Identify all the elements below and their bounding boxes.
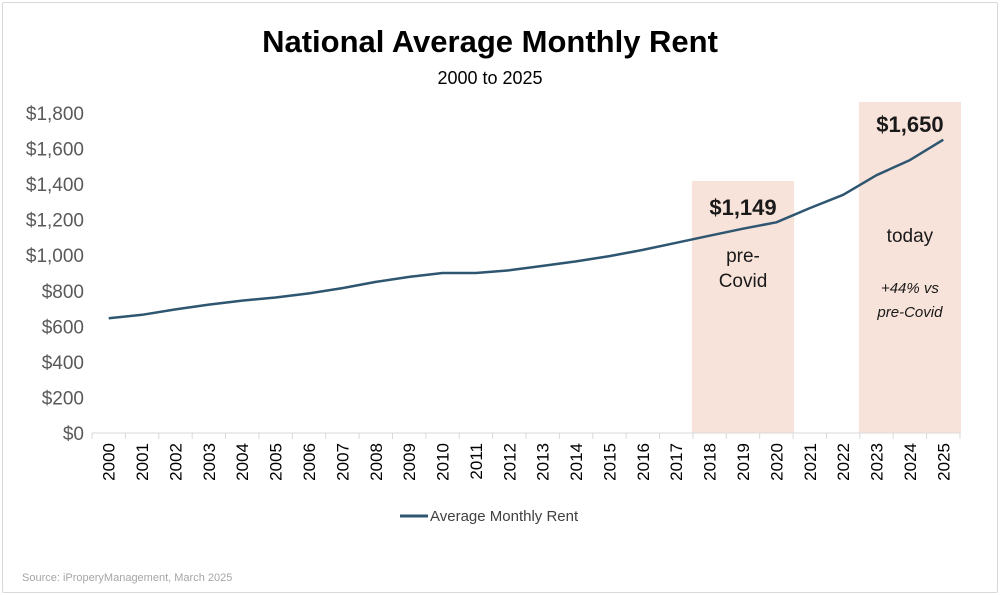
callout-value-today: $1,650: [876, 112, 943, 137]
chart-title: National Average Monthly Rent: [262, 24, 718, 59]
callout-label-pre-covid-line1: pre-: [726, 246, 760, 267]
x-axis: 2000 2001 2002 2003 2004 2005 2006 2007 2008 2009…: [91, 432, 961, 481]
x-tick-label: 2001: [133, 443, 152, 481]
x-tick-label: 2022: [834, 443, 853, 481]
series-line-average-monthly-rent: [108, 138, 944, 320]
y-tick-label: $1,000: [26, 246, 84, 267]
x-tick-label: 2024: [901, 443, 920, 481]
x-tick-label: 2025: [934, 443, 953, 481]
x-tick-label: 2007: [333, 443, 352, 481]
x-tick-label: 2010: [434, 443, 453, 481]
legend-label: Average Monthly Rent: [430, 508, 579, 525]
x-tick-label: 2013: [534, 443, 553, 481]
x-tick-label: 2004: [233, 443, 252, 481]
callout-note-line2: pre-Covid: [876, 304, 943, 321]
x-tick-label: 2006: [300, 443, 319, 481]
source-note: Source: iProperyManagement, March 2025: [22, 572, 232, 584]
legend: Average Monthly Rent: [400, 508, 579, 525]
x-tick-label: 2000: [100, 443, 119, 481]
x-tick-label: 2020: [767, 443, 786, 481]
x-tick-label: 2021: [801, 443, 820, 481]
x-tick-label: 2017: [667, 443, 686, 481]
y-tick-label: $800: [42, 282, 84, 303]
x-tick-label: 2003: [200, 443, 219, 481]
series-layer: [108, 138, 944, 320]
callout-label-pre-covid-line2: Covid: [719, 271, 768, 292]
y-tick-label: $1,600: [26, 140, 84, 161]
highlight-band-today: [858, 102, 961, 433]
y-tick-label: $200: [42, 388, 84, 409]
chart-subtitle: 2000 to 2025: [437, 68, 542, 88]
highlight-bands: [691, 102, 961, 433]
x-tick-label: 2014: [567, 443, 586, 481]
x-tick-label: 2018: [701, 443, 720, 481]
callout-label-today: today: [887, 226, 934, 247]
x-tick-label: 2012: [500, 443, 519, 481]
y-tick-label: $1,400: [26, 175, 84, 196]
x-tick-label: 2019: [734, 443, 753, 481]
y-tick-label: $600: [42, 317, 84, 338]
y-tick-label: $400: [42, 353, 84, 374]
y-tick-label: $1,800: [26, 104, 84, 125]
y-tick-label: $0: [63, 424, 84, 445]
x-tick-label: 2023: [868, 443, 887, 481]
y-axis: $0 $200 $400 $600 $800 $1,000 $1,200 $1,400 $1,6…: [26, 104, 84, 445]
x-tick-label: 2016: [634, 443, 653, 481]
x-tick-label: 2008: [367, 443, 386, 481]
x-tick-label: 2015: [600, 443, 619, 481]
callout-note-line1: +44% vs: [881, 280, 939, 297]
x-tick-label: 2005: [267, 443, 286, 481]
x-tick-label: 2009: [400, 443, 419, 481]
y-tick-label: $1,200: [26, 211, 84, 232]
callout-value-pre-covid: $1,149: [709, 195, 776, 220]
x-tick-label: 2002: [166, 443, 185, 481]
x-tick-label: 2011: [467, 443, 486, 480]
